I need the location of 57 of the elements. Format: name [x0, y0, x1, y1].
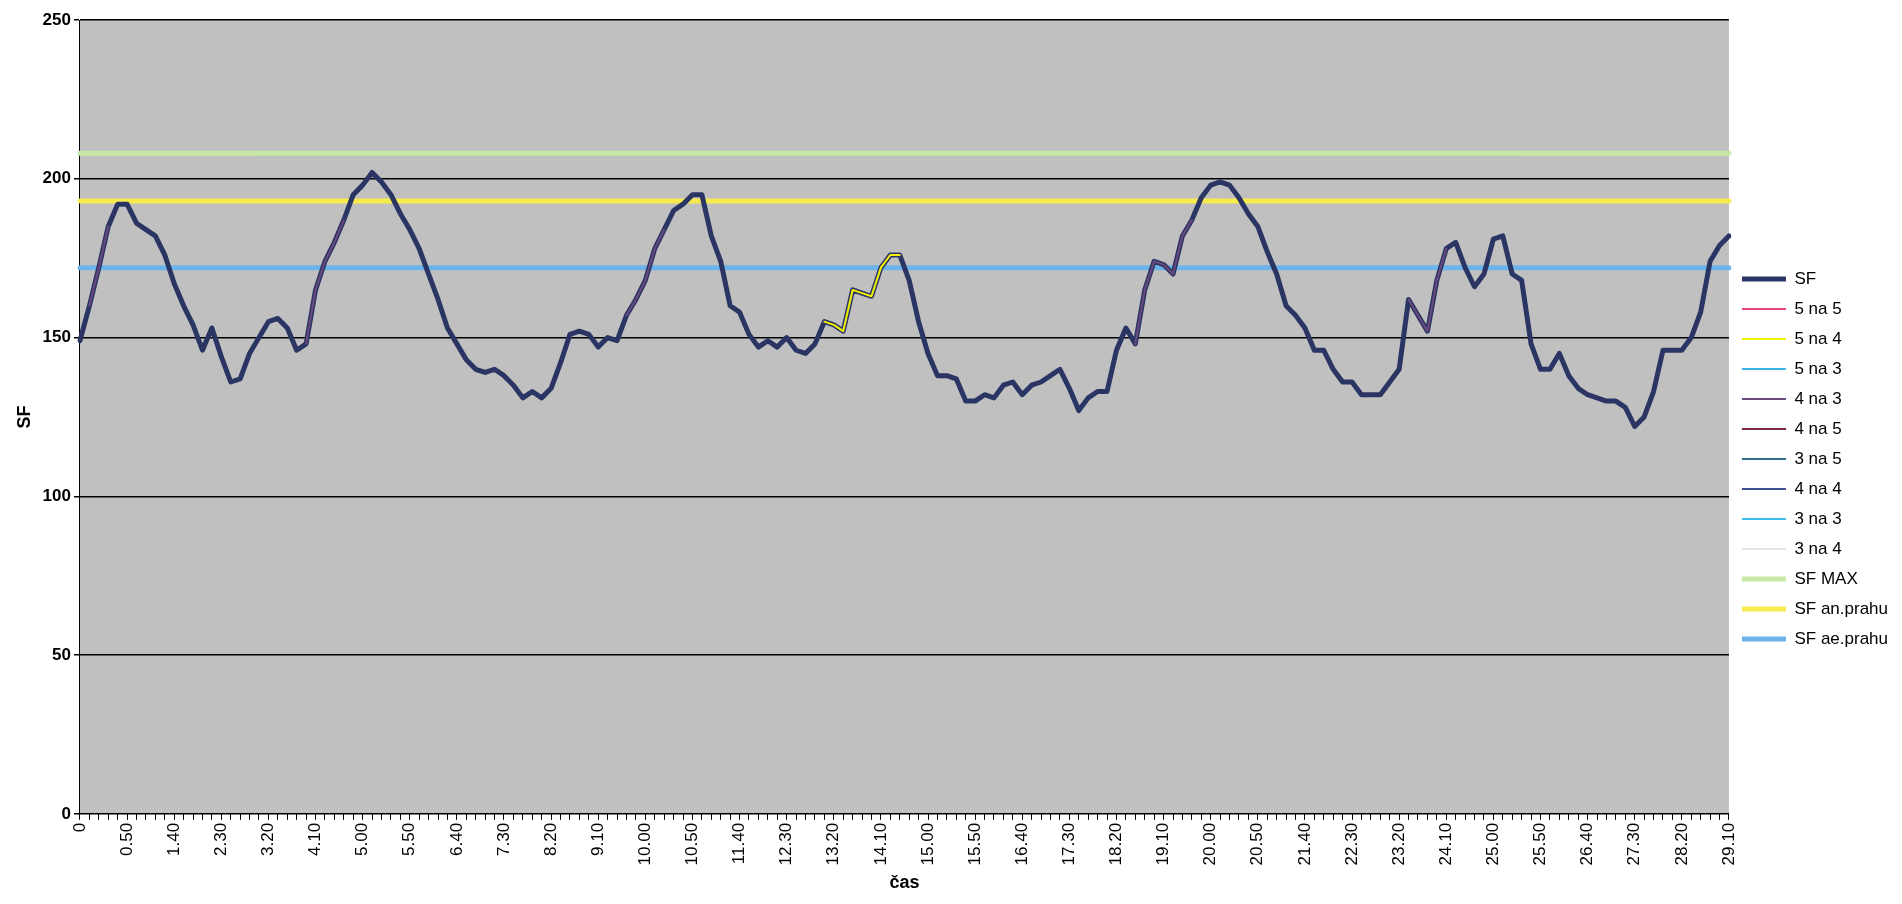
x-tick-label: 20.50 [1247, 822, 1267, 866]
x-tick-label: 25.00 [1483, 822, 1503, 866]
legend-label: 4 na 3 [1794, 388, 1842, 408]
x-tick-label: 7.30 [493, 822, 513, 856]
x-tick-label: 5.50 [399, 822, 419, 856]
legend-label: SF an.prahu [1794, 598, 1888, 618]
x-tick-label: 17.30 [1059, 822, 1079, 866]
y-tick-label: 0 [61, 803, 71, 823]
x-tick-label: 25.50 [1530, 822, 1550, 866]
y-tick-label: 50 [52, 644, 71, 664]
x-tick-label: 16.40 [1011, 822, 1031, 866]
x-tick-label: 13.20 [823, 822, 843, 866]
x-axis-title: čas [889, 872, 920, 893]
x-tick-label: 2.30 [210, 822, 230, 856]
x-tick-label: 18.20 [1106, 822, 1126, 866]
x-tick-label: 19.10 [1153, 822, 1173, 866]
legend-label: SF MAX [1794, 568, 1858, 588]
x-tick-label: 15.50 [964, 822, 984, 866]
x-tick-label: 20.00 [1200, 822, 1220, 866]
x-tick-label: 26.40 [1577, 822, 1597, 866]
x-tick-label: 27.30 [1624, 822, 1644, 866]
x-tick-label: 11.40 [729, 822, 749, 865]
x-tick-label: 9.10 [587, 822, 607, 856]
y-tick-label: 100 [42, 486, 71, 505]
legend-label: 3 na 4 [1794, 538, 1842, 558]
legend-label: 3 na 5 [1794, 448, 1842, 468]
x-tick-label: 0.50 [116, 822, 136, 856]
x-tick-label: 22.30 [1341, 822, 1361, 866]
x-tick-label: 6.40 [446, 822, 466, 856]
legend-label: 3 na 3 [1794, 508, 1842, 528]
y-tick-label: 250 [42, 9, 71, 29]
x-tick-label: 28.20 [1671, 822, 1691, 866]
x-tick-label: 23.20 [1388, 822, 1408, 866]
legend-label: SF ae.prahu [1794, 628, 1888, 648]
y-tick-label: 200 [42, 168, 71, 188]
legend-label: SF [1794, 268, 1817, 288]
x-tick-label: 15.00 [917, 822, 937, 866]
x-tick-label: 10.50 [682, 822, 702, 866]
legend-label: 4 na 4 [1794, 478, 1842, 498]
x-tick-label: 1.40 [163, 822, 183, 856]
x-tick-label: 21.40 [1294, 822, 1314, 866]
x-tick-label: 24.10 [1435, 822, 1455, 866]
x-tick-label: 3.20 [258, 822, 278, 856]
x-tick-label: 12.30 [776, 822, 796, 866]
y-axis-title: SF [13, 405, 34, 429]
legend-label: 5 na 4 [1794, 328, 1842, 348]
legend-label: 5 na 3 [1794, 358, 1842, 378]
x-tick-label: 0 [69, 822, 89, 833]
x-tick-label: 10.00 [635, 822, 655, 866]
x-tick-label: 8.20 [540, 822, 560, 856]
legend-label: 4 na 5 [1794, 418, 1842, 438]
x-tick-label: 4.10 [305, 822, 325, 856]
x-tick-label: 29.10 [1718, 822, 1738, 866]
legend-label: 5 na 5 [1794, 298, 1842, 318]
x-tick-label: 5.00 [352, 822, 372, 856]
x-tick-label: 14.10 [870, 822, 890, 866]
y-tick-label: 150 [42, 327, 71, 347]
